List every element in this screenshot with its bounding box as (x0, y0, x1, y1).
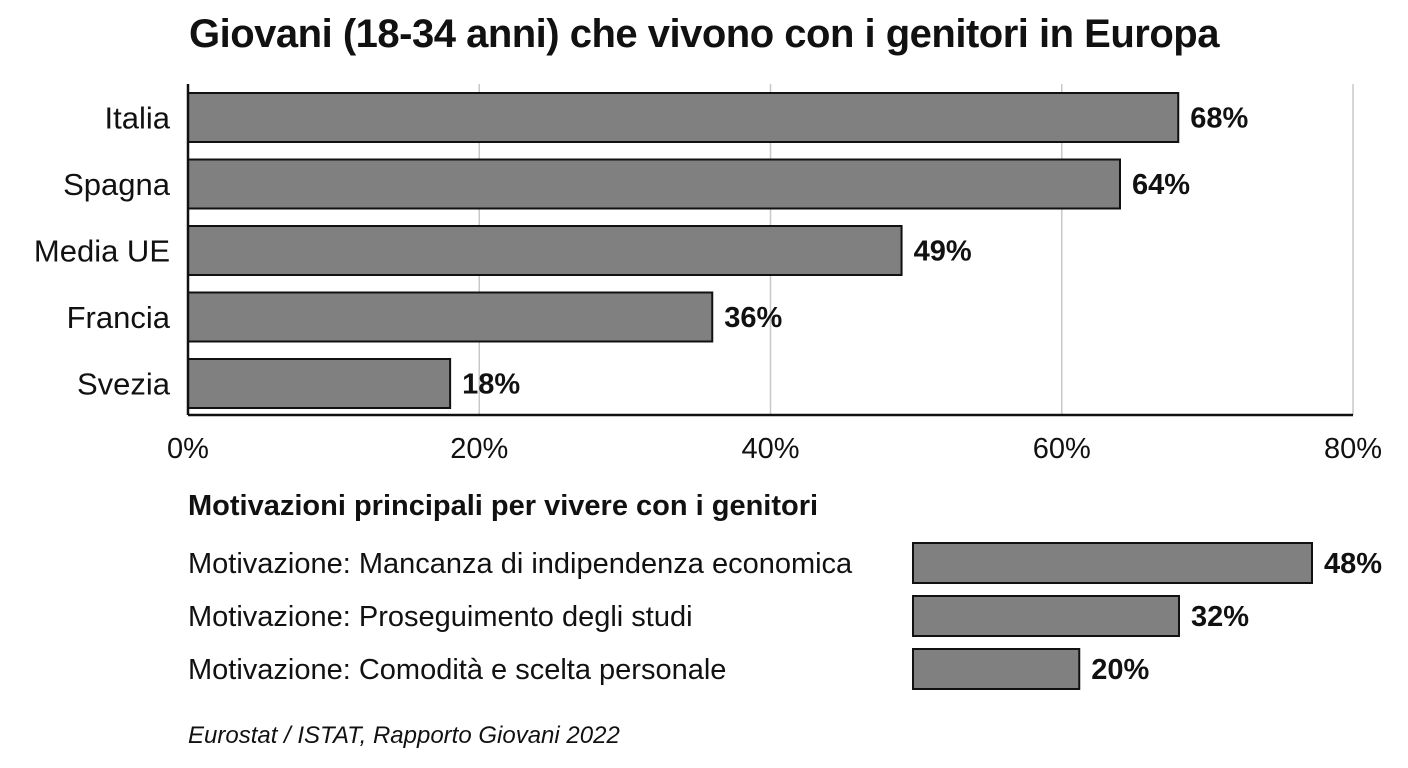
value-label: 68% (1190, 103, 1248, 135)
subchart-title: Motivazioni principali per vivere con i … (188, 490, 819, 522)
value-label: 64% (1132, 169, 1190, 201)
category-label: Francia (67, 300, 171, 335)
value-label: 49% (914, 236, 972, 268)
category-label: Spagna (63, 167, 171, 202)
motivation-value-label: 48% (1324, 548, 1382, 580)
x-tick-label: 40% (741, 433, 799, 465)
axes: 0% 20% 40% 60% 80% Italia 68% Spagna 64% Media UE… (34, 84, 1382, 465)
motivation-bars: Motivazione: Mancanza di indipendenza ec… (188, 542, 1382, 690)
bar (187, 358, 452, 409)
x-tick-label: 20% (450, 433, 508, 465)
motivation-value-label: 20% (1091, 654, 1149, 686)
motivation-value-label: 32% (1191, 601, 1249, 633)
value-label: 36% (724, 302, 782, 334)
motivation-bar (912, 595, 1180, 637)
category-label: Svezia (77, 367, 171, 402)
bar (187, 92, 1180, 143)
motivation-label: Motivazione: Proseguimento degli studi (188, 601, 693, 633)
main-bar-chart: 0% 20% 40% 60% 80% Italia 68% Spagna 64% Media UE… (34, 84, 1382, 465)
motivation-label: Motivazione: Comodità e scelta personale (188, 654, 726, 686)
value-label: 18% (462, 369, 520, 401)
chart-title: Giovani (18-34 anni) che vivono con i ge… (189, 12, 1219, 56)
bars (187, 92, 1180, 409)
x-tick-label: 0% (167, 433, 209, 465)
category-label: Media UE (34, 234, 170, 269)
x-tick-label: 60% (1033, 433, 1091, 465)
x-tick-label: 80% (1324, 433, 1382, 465)
bar (187, 291, 714, 343)
motivation-label: Motivazione: Mancanza di indipendenza ec… (188, 548, 853, 580)
bar (187, 225, 903, 276)
category-label: Italia (105, 101, 171, 136)
motivation-bar (912, 542, 1313, 584)
bar (187, 158, 1121, 210)
source-note: Eurostat / ISTAT, Rapporto Giovani 2022 (188, 722, 620, 749)
motivation-bar (912, 648, 1081, 690)
